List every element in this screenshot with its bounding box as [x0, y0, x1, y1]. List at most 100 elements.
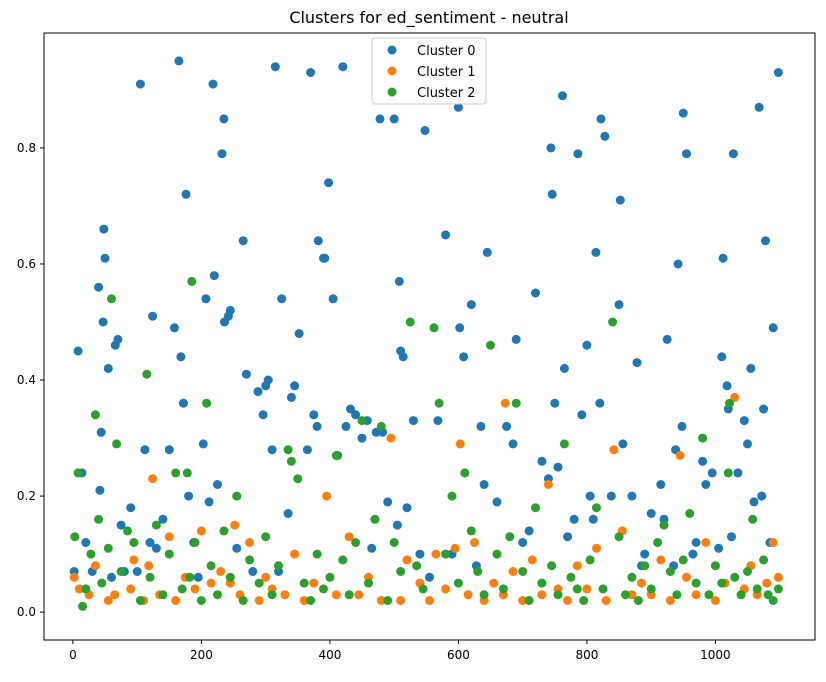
data-point [69, 572, 79, 582]
data-point [248, 567, 258, 576]
data-point [73, 468, 83, 478]
data-point [508, 439, 518, 449]
data-point [582, 584, 592, 594]
data-point [206, 561, 216, 571]
data-point [376, 596, 386, 605]
data-point [479, 480, 489, 489]
data-point [396, 596, 406, 605]
data-point [178, 398, 188, 408]
y-tick-label: 0.0 [17, 605, 36, 619]
data-point [682, 572, 691, 582]
data-point [425, 572, 434, 582]
data-point [618, 439, 628, 449]
data-point [196, 526, 206, 536]
data-point [479, 590, 489, 600]
data-point [759, 555, 769, 565]
data-point [678, 555, 688, 565]
data-point [164, 532, 174, 542]
data-point [489, 578, 499, 588]
data-point [283, 445, 293, 455]
data-point [184, 491, 194, 501]
data-point [213, 480, 222, 489]
data-point [476, 421, 486, 431]
data-point [728, 149, 738, 159]
data-point [656, 555, 666, 565]
data-point [97, 578, 107, 588]
data-point [455, 323, 465, 333]
data-point [238, 236, 248, 246]
data-point [217, 149, 227, 159]
data-point [665, 567, 675, 576]
data-point [762, 578, 772, 588]
data-point [450, 543, 460, 553]
data-point [148, 474, 158, 484]
data-point [280, 590, 290, 600]
data-point [126, 584, 136, 594]
data-point [673, 259, 683, 269]
data-point [730, 572, 740, 582]
data-point [73, 346, 83, 356]
data-point [621, 590, 630, 600]
data-point [306, 68, 316, 77]
data-point [70, 532, 80, 542]
data-point [290, 381, 300, 391]
data-point [569, 514, 579, 524]
data-point [198, 439, 208, 449]
data-point [768, 596, 778, 605]
data-point [718, 253, 728, 263]
data-point [710, 596, 720, 605]
data-point [383, 596, 393, 605]
data-point [187, 276, 197, 286]
data-point [678, 108, 688, 118]
data-point [225, 572, 235, 582]
data-point [129, 555, 139, 565]
data-point [698, 433, 708, 443]
data-point [346, 404, 355, 414]
data-point [241, 369, 251, 379]
x-tick-label: 1000 [700, 648, 731, 662]
data-point [328, 294, 338, 304]
data-point [627, 491, 637, 501]
data-point [148, 311, 158, 321]
data-point [322, 491, 332, 501]
data-point [537, 456, 547, 466]
data-point [773, 584, 783, 594]
data-point [402, 555, 412, 565]
data-point [135, 596, 145, 605]
data-point [394, 276, 404, 286]
data-point [754, 102, 764, 112]
data-point [158, 514, 168, 524]
data-point [763, 590, 773, 600]
data-point [563, 596, 573, 605]
data-point [748, 514, 758, 524]
data-point [408, 416, 418, 426]
data-point [453, 578, 463, 588]
data-point [253, 387, 263, 397]
data-point [441, 584, 451, 594]
series-cluster-2 [70, 276, 783, 611]
data-point [543, 480, 553, 489]
data-point [398, 352, 408, 362]
data-point [354, 590, 364, 600]
data-point [245, 538, 255, 547]
data-point [286, 392, 296, 402]
data-point [646, 509, 656, 518]
data-point [473, 567, 483, 576]
data-point [90, 410, 100, 420]
data-point [169, 323, 179, 333]
data-point [219, 526, 229, 536]
data-point [389, 114, 399, 124]
data-point [116, 567, 126, 576]
data-point [176, 352, 186, 362]
x-tick-label: 200 [190, 648, 213, 662]
data-point [309, 578, 319, 588]
data-point [441, 230, 451, 240]
data-point [171, 596, 181, 605]
data-point [185, 572, 195, 582]
data-point [219, 114, 229, 124]
data-point [319, 584, 328, 594]
data-point [344, 590, 354, 600]
data-point [182, 468, 192, 478]
data-point [527, 555, 537, 565]
